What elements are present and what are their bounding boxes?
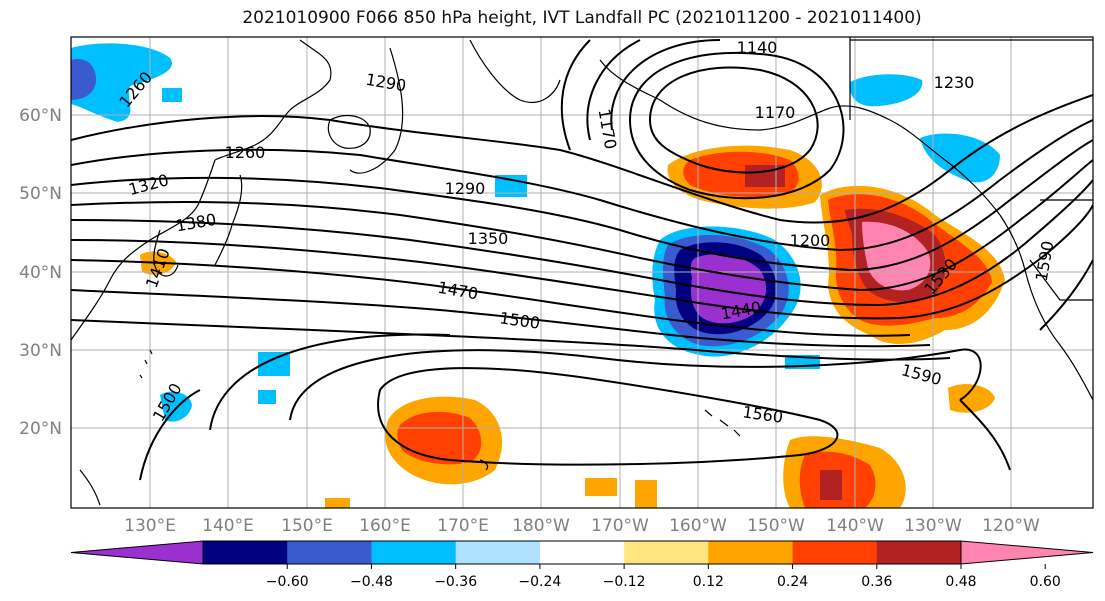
- contour-label: 1350: [468, 229, 509, 248]
- map-area: 1140 1170 1170 1200 1230 1260 1290 1290 …: [71, 37, 1093, 508]
- contour-label: 1200: [790, 231, 831, 250]
- lat-label: 40°N: [19, 263, 62, 283]
- colorbar-swatch: [203, 541, 288, 564]
- contour-label: 1290: [364, 70, 407, 96]
- colorbar-tick-label: −0.60: [266, 574, 309, 590]
- contour-label: 1320: [126, 170, 170, 199]
- colorbar-outline: [202, 540, 962, 565]
- colorbar-tick-label: 0.24: [777, 574, 808, 590]
- lon-label: 130°E: [124, 516, 176, 536]
- colorbar-extend-min: [70, 540, 204, 565]
- height-contours: [71, 39, 1093, 481]
- colorbar-tick-label: 0.48: [945, 574, 976, 590]
- colorbar-swatch: [455, 541, 541, 564]
- contour-label: 1260: [225, 143, 266, 162]
- colorbar-swatch: [792, 541, 878, 564]
- colorbar-swatch: [624, 541, 709, 564]
- colorbar-swatch: [539, 541, 625, 564]
- contour-label: 1170: [595, 107, 621, 150]
- colorbar-tick-label: −0.36: [434, 574, 477, 590]
- contour-label: 1500: [498, 308, 541, 332]
- lon-label: 150°E: [281, 516, 333, 536]
- lat-label: 30°N: [19, 341, 62, 361]
- lon-label: 140°W: [826, 516, 884, 536]
- contour-label: 1140: [737, 38, 778, 57]
- contour-label: 1590: [1032, 239, 1058, 282]
- lon-label: 120°W: [982, 516, 1040, 536]
- ivt-shading: [71, 43, 1005, 508]
- lon-label: 140°E: [202, 516, 254, 536]
- latitude-labels: 60°N 50°N 40°N 30°N 20°N: [19, 106, 62, 439]
- contour-label: 1590: [899, 360, 943, 389]
- lat-label: 50°N: [19, 184, 62, 204]
- contour-label: 1230: [934, 73, 975, 92]
- lon-label: 150°W: [747, 516, 805, 536]
- coastlines: [71, 37, 1093, 506]
- colorbar-swatch: [708, 541, 794, 564]
- lon-label: 180°W: [512, 516, 570, 536]
- contour-label: 1380: [174, 210, 217, 236]
- colorbar-swatches: [70, 540, 1094, 565]
- colorbar-tick-label: 0.12: [693, 574, 724, 590]
- colorbar-tick-label: −0.12: [603, 574, 646, 590]
- lon-label: 130°W: [904, 516, 962, 536]
- colorbar-swatch: [371, 541, 457, 564]
- colorbar-tick-label: 0.60: [1030, 574, 1061, 590]
- contour-label: 1470: [436, 278, 479, 304]
- lon-label: 160°W: [669, 516, 727, 536]
- contour-label: 1290: [445, 179, 486, 198]
- map-frame: [70, 36, 1094, 509]
- lat-label: 20°N: [19, 419, 62, 439]
- lon-label: 160°E: [359, 516, 411, 536]
- graticule: [71, 37, 1093, 508]
- contour-label: 1170: [755, 103, 796, 122]
- colorbar-tick-label: −0.24: [518, 574, 561, 590]
- colorbar-swatch: [287, 541, 372, 564]
- longitude-labels: 130°E 140°E 150°E 160°E 170°E 180°W 170°…: [124, 516, 1040, 536]
- colorbar-swatch: [876, 541, 962, 564]
- colorbar-tick-label: 0.36: [861, 574, 892, 590]
- colorbar-tick-label: −0.48: [350, 574, 393, 590]
- colorbar-extend-max: [960, 540, 1094, 565]
- colorbar-ticks: −0.60 −0.48 −0.36 −0.24 −0.12 0.12 0.24 0.36 0.4…: [266, 564, 1061, 590]
- lon-label: 170°W: [591, 516, 649, 536]
- map-title: 2021010900 F066 850 hPa height, IVT Land…: [242, 8, 922, 28]
- lat-label: 60°N: [19, 106, 62, 126]
- contour-label: 1560: [741, 402, 784, 426]
- colorbar: −0.60 −0.48 −0.36 −0.24 −0.12 0.12 0.24 0.36 0.4…: [70, 540, 1094, 590]
- lon-label: 170°E: [437, 516, 489, 536]
